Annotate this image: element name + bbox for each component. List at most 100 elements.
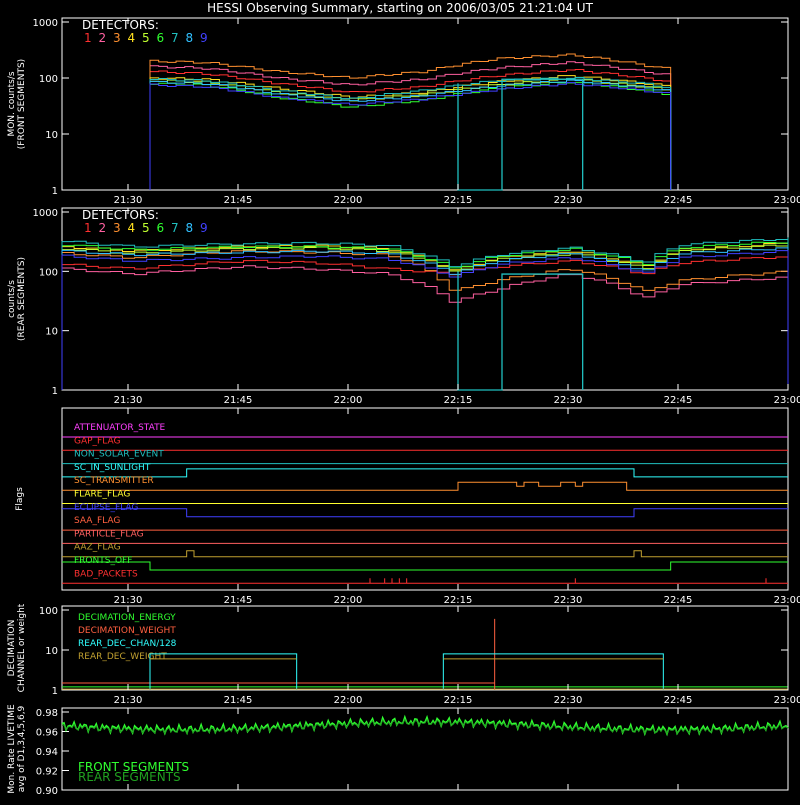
rear-xtick-label: 22:15 bbox=[444, 395, 473, 406]
flag-line-fronts-off bbox=[62, 561, 788, 571]
flag-label-non-solar-event: NON_SOLAR_EVENT bbox=[74, 450, 164, 460]
rear-xtick-label: 22:30 bbox=[554, 395, 583, 406]
front-ytick-label: 100 bbox=[39, 74, 58, 85]
decimation-xtick-label: 22:15 bbox=[444, 695, 473, 706]
front-series-8 bbox=[149, 79, 672, 190]
front-legend-detector-2: 2 bbox=[99, 31, 107, 45]
rear-xtick-label: 23:00 bbox=[774, 395, 800, 406]
livetime-legend-front: FRONT SEGMENTS bbox=[78, 760, 189, 774]
flag-label-attenuator-state: ATTENUATOR_STATE bbox=[74, 423, 166, 433]
livetime-panel-frame bbox=[61, 707, 789, 791]
front-ytick-label: 10 bbox=[45, 130, 58, 141]
front-xtick-label: 22:15 bbox=[444, 195, 473, 206]
livetime-legend-rear: REAR SEGMENTS bbox=[78, 770, 181, 784]
rear-ytick-label: 10 bbox=[45, 327, 58, 338]
rear-ylabel: counts/s bbox=[7, 280, 17, 318]
decimation-ytick-label: 1 bbox=[52, 686, 58, 697]
livetime-ytick-label: 0.94 bbox=[36, 747, 58, 758]
rear-ytick-label: 100 bbox=[39, 267, 58, 278]
flags-xtick-label: 22:15 bbox=[444, 595, 473, 606]
flag-label-flare-flag: FLARE_FLAG bbox=[74, 490, 130, 500]
decimation-legend-decimation-weight: DECIMATION_WEIGHT bbox=[78, 626, 176, 636]
flags-xtick-label: 21:45 bbox=[224, 595, 253, 606]
rear-xtick-label: 22:45 bbox=[664, 395, 693, 406]
rear-xtick-label: 21:30 bbox=[114, 395, 143, 406]
decimation-xtick-label: 22:30 bbox=[554, 695, 583, 706]
decimation-xtick-label: 22:00 bbox=[334, 695, 363, 706]
flags-xtick-label: 22:45 bbox=[664, 595, 693, 606]
decimation-ylabel2: CHANNEL or weight bbox=[17, 603, 27, 692]
front-xtick-label: 23:00 bbox=[774, 195, 800, 206]
rear-series-3 bbox=[61, 249, 789, 390]
front-legend-detector-3: 3 bbox=[113, 31, 121, 45]
rear-ytick-label: 1000 bbox=[33, 208, 58, 219]
flags-xtick-label: 21:30 bbox=[114, 595, 143, 606]
front-series-9 bbox=[149, 82, 672, 190]
rear-panel-frame bbox=[61, 207, 789, 391]
front-xtick-label: 22:30 bbox=[554, 195, 583, 206]
front-panel-frame bbox=[61, 17, 789, 191]
rear-legend-detector-2: 2 bbox=[99, 221, 107, 235]
rear-xtick-label: 21:45 bbox=[224, 395, 253, 406]
rear-series-9 bbox=[61, 250, 789, 390]
livetime-rear-line bbox=[61, 718, 789, 735]
rear-dec-chan-line-1 bbox=[149, 653, 298, 690]
flag-label-sc-transmitter: SC_TRANSMITTER bbox=[74, 476, 154, 486]
decimation-panel-frame bbox=[61, 605, 789, 691]
flag-line-sc-in-sunlight bbox=[62, 468, 788, 478]
decimation-xtick-label: 21:30 bbox=[114, 695, 143, 706]
rear-series-7 bbox=[61, 237, 789, 390]
flag-label-fronts-off: FRONTS_OFF bbox=[74, 556, 132, 566]
front-series-1 bbox=[149, 69, 672, 190]
front-xtick-label: 22:45 bbox=[664, 195, 693, 206]
flag-line-eclipse-flag bbox=[62, 508, 788, 518]
livetime-ylabel: Mon. Rate LIVETIME bbox=[7, 704, 17, 794]
livetime-ytick-label: 0.98 bbox=[36, 708, 58, 719]
front-legend-detector-8: 8 bbox=[186, 31, 194, 45]
rear-series-6 bbox=[61, 241, 789, 390]
decimation-xtick-label: 22:45 bbox=[664, 695, 693, 706]
front-xtick-label: 21:45 bbox=[224, 195, 253, 206]
front-xtick-label: 21:30 bbox=[114, 195, 143, 206]
front-series-6 bbox=[149, 81, 672, 190]
rear-legend-detector-1: 1 bbox=[84, 221, 92, 235]
rear-series-8 bbox=[61, 246, 789, 390]
rear-legend-detector-5: 5 bbox=[142, 221, 150, 235]
decimation-xtick-label: 21:45 bbox=[224, 695, 253, 706]
rear-legend-detector-9: 9 bbox=[200, 221, 208, 235]
flag-label-eclipse-flag: ECLIPSE_FLAG bbox=[74, 503, 138, 513]
livetime-ytick-label: 0.90 bbox=[36, 786, 58, 797]
front-legend-detector-1: 1 bbox=[84, 31, 92, 45]
front-legend-detector-4: 4 bbox=[128, 31, 136, 45]
flags-ylabel: Flags bbox=[15, 487, 25, 511]
front-dropout-cyan bbox=[457, 78, 584, 191]
front-ylabel2: (FRONT SEGMENTS) bbox=[17, 59, 27, 149]
flag-line-aaz-flag bbox=[62, 550, 788, 558]
front-ytick-label: 1000 bbox=[33, 18, 58, 29]
rear-legend-detector-3: 3 bbox=[113, 221, 121, 235]
front-legend-detector-7: 7 bbox=[171, 31, 179, 45]
front-series-7 bbox=[149, 77, 672, 190]
front-ytick-label: 1 bbox=[52, 186, 58, 197]
flag-line-sc-transmitter bbox=[62, 481, 788, 491]
flags-xtick-label: 22:30 bbox=[554, 595, 583, 606]
decimation-legend-decimation-energy: DECIMATION_ENERGY bbox=[78, 613, 176, 623]
decimation-ytick-label: 100 bbox=[39, 606, 58, 617]
rear-legend-detector-8: 8 bbox=[186, 221, 194, 235]
livetime-ytick-label: 0.92 bbox=[36, 767, 58, 778]
flag-label-bad-packets: BAD_PACKETS bbox=[74, 569, 138, 579]
flags-panel-frame bbox=[61, 407, 789, 591]
chart-title: HESSI Observing Summary, starting on 200… bbox=[207, 1, 593, 15]
rear-legend-detector-7: 7 bbox=[171, 221, 179, 235]
decimation-legend-rear-dec-chan-128: REAR_DEC_CHAN/128 bbox=[78, 639, 177, 649]
flag-label-saa-flag: SAA_FLAG bbox=[74, 516, 120, 526]
front-series-3 bbox=[149, 53, 672, 190]
rear-series-2 bbox=[61, 265, 789, 390]
rear-legend-detector-6: 6 bbox=[157, 221, 165, 235]
front-legend-detector-6: 6 bbox=[157, 31, 165, 45]
rear-ytick-label: 1 bbox=[52, 386, 58, 397]
livetime-ytick-label: 0.96 bbox=[36, 728, 58, 739]
decimation-weight-line bbox=[62, 618, 496, 690]
rear-ylabel2: (REAR SEGMENTS) bbox=[17, 257, 27, 341]
